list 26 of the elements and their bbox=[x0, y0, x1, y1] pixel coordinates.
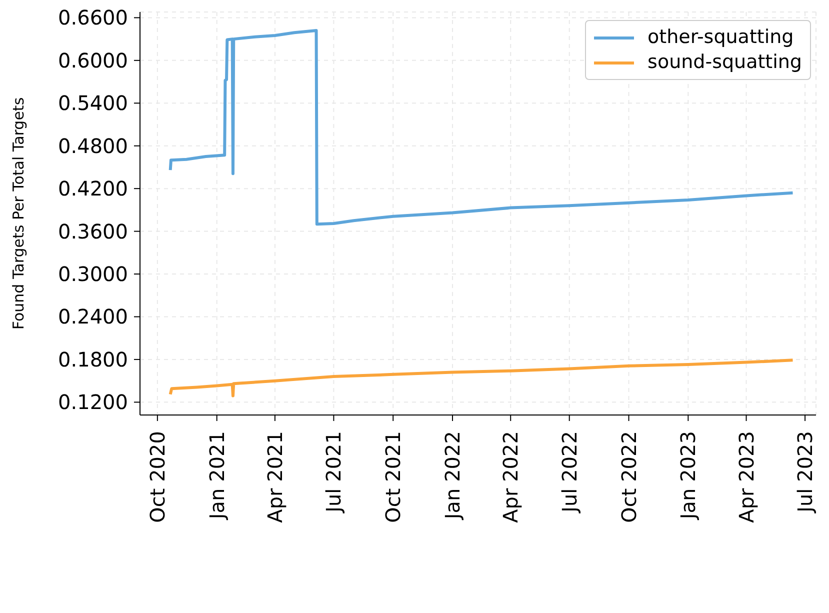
x-tick-label: Apr 2023 bbox=[734, 431, 758, 523]
x-tick-label: Jul 2022 bbox=[557, 431, 582, 514]
x-tick-label: Oct 2020 bbox=[145, 431, 170, 523]
x-tick-label: Jan 2023 bbox=[676, 431, 700, 522]
x-tick-label: Oct 2022 bbox=[616, 431, 641, 523]
y-tick-label: 0.6000 bbox=[58, 48, 128, 72]
y-tick-label: 0.3000 bbox=[58, 262, 128, 286]
legend-label: sound-squatting bbox=[648, 50, 802, 75]
y-tick-label: 0.2400 bbox=[58, 304, 128, 329]
y-tick-label: 0.1800 bbox=[58, 347, 128, 372]
y-tick-label: 0.3600 bbox=[58, 219, 128, 244]
y-tick-label: 0.5400 bbox=[58, 91, 128, 116]
legend-label: other-squatting bbox=[648, 25, 794, 50]
y-tick-label: 0.4200 bbox=[58, 176, 128, 201]
x-tick-label: Jul 2021 bbox=[322, 431, 346, 514]
line-series bbox=[168, 358, 794, 398]
y-axis-title: Found Targets Per Total Targets bbox=[9, 97, 28, 330]
x-tick-label: Oct 2021 bbox=[381, 431, 406, 523]
x-tick-label: Jan 2022 bbox=[440, 431, 464, 522]
x-tick-label: Apr 2022 bbox=[498, 431, 523, 523]
x-tick-label: Jan 2021 bbox=[204, 431, 229, 522]
y-tick-label: 0.1200 bbox=[58, 390, 128, 414]
y-tick-label: 0.6600 bbox=[58, 6, 128, 30]
x-tick-label: Jul 2023 bbox=[793, 431, 818, 514]
y-tick-label: 0.4800 bbox=[58, 134, 128, 158]
x-tick-label: Apr 2021 bbox=[262, 431, 287, 523]
